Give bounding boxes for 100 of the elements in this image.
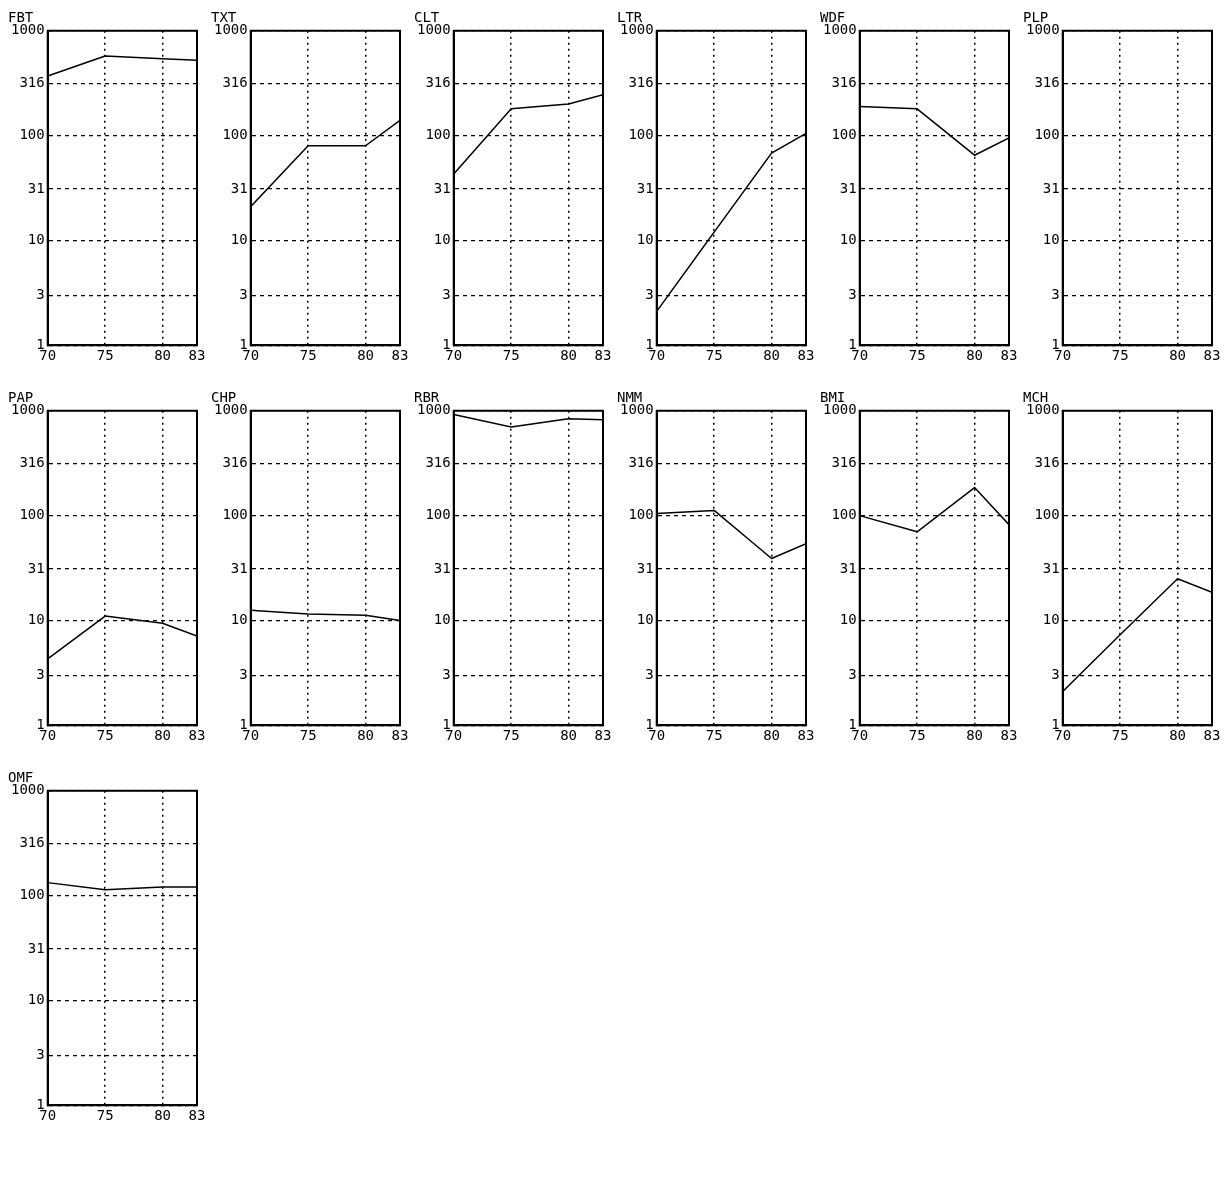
- y-tick-label: 10: [27, 231, 45, 248]
- x-tick-label: 70: [39, 1107, 57, 1124]
- y-tick-label: 31: [1042, 559, 1060, 576]
- x-tick-label: 83: [188, 347, 206, 364]
- y-tick-label: 1000: [823, 21, 857, 38]
- y-tick-label: 31: [230, 559, 248, 576]
- x-tick-label: 80: [763, 347, 780, 364]
- y-tick-label: 1000: [620, 21, 654, 38]
- y-tick-label: 100: [19, 506, 45, 523]
- x-tick-label: 75: [299, 347, 317, 364]
- y-tick-label: 3: [36, 665, 45, 682]
- y-tick-label: 3: [848, 285, 857, 302]
- x-tick-label: 75: [1111, 347, 1129, 364]
- x-tick-label: 83: [797, 347, 815, 364]
- y-tick-label: 10: [636, 611, 654, 628]
- y-tick-label: 1000: [1026, 21, 1060, 38]
- x-tick-label: 75: [96, 727, 114, 744]
- x-tick-label: 70: [648, 727, 666, 744]
- y-tick-label: 316: [19, 453, 45, 470]
- x-tick-label: 80: [763, 727, 780, 744]
- x-tick-label: 75: [908, 727, 926, 744]
- x-tick-label: 83: [391, 727, 409, 744]
- y-tick-label: 1000: [823, 401, 857, 418]
- x-tick-label: 80: [154, 727, 171, 744]
- x-tick-label: 80: [966, 347, 983, 364]
- y-tick-label: 316: [222, 453, 248, 470]
- y-tick-label: 1000: [417, 21, 451, 38]
- x-tick-label: 70: [39, 347, 57, 364]
- y-tick-label: 10: [636, 231, 654, 248]
- x-tick-label: 83: [594, 727, 612, 744]
- y-tick-label: 316: [1034, 73, 1060, 90]
- y-tick-label: 316: [628, 73, 654, 90]
- y-tick-label: 100: [222, 126, 248, 143]
- y-tick-label: 3: [36, 285, 45, 302]
- x-tick-label: 80: [966, 727, 983, 744]
- y-tick-label: 3: [645, 285, 654, 302]
- x-tick-label: 70: [242, 347, 260, 364]
- y-tick-label: 1000: [11, 401, 45, 418]
- y-tick-label: 316: [19, 833, 45, 850]
- y-tick-label: 100: [628, 126, 654, 143]
- x-tick-label: 70: [648, 347, 666, 364]
- x-tick-label: 70: [242, 727, 260, 744]
- y-tick-label: 31: [1042, 179, 1060, 196]
- y-tick-label: 100: [628, 506, 654, 523]
- x-tick-label: 83: [1203, 727, 1221, 744]
- y-tick-label: 3: [1051, 665, 1060, 682]
- y-tick-label: 3: [848, 665, 857, 682]
- x-tick-label: 75: [96, 347, 114, 364]
- y-tick-label: 316: [425, 73, 451, 90]
- y-tick-label: 10: [839, 611, 857, 628]
- y-tick-label: 3: [442, 665, 451, 682]
- y-tick-label: 3: [1051, 285, 1060, 302]
- y-tick-label: 1000: [214, 401, 248, 418]
- y-tick-label: 10: [1042, 611, 1060, 628]
- y-tick-label: 1000: [620, 401, 654, 418]
- x-tick-label: 70: [39, 727, 57, 744]
- y-tick-label: 10: [839, 231, 857, 248]
- x-tick-label: 70: [1054, 727, 1072, 744]
- y-tick-label: 10: [27, 611, 45, 628]
- x-tick-label: 80: [154, 1107, 171, 1124]
- y-tick-label: 31: [636, 559, 654, 576]
- x-tick-label: 75: [705, 347, 723, 364]
- x-tick-label: 83: [1203, 347, 1221, 364]
- x-tick-label: 83: [391, 347, 409, 364]
- x-tick-label: 75: [502, 727, 520, 744]
- x-tick-label: 83: [188, 1107, 206, 1124]
- y-tick-label: 31: [839, 559, 857, 576]
- x-tick-label: 75: [96, 1107, 114, 1124]
- y-tick-label: 31: [27, 939, 45, 956]
- x-tick-label: 75: [908, 347, 926, 364]
- y-tick-label: 1000: [11, 21, 45, 38]
- x-tick-label: 80: [154, 347, 171, 364]
- y-tick-label: 10: [433, 611, 451, 628]
- x-tick-label: 75: [299, 727, 317, 744]
- y-tick-label: 10: [1042, 231, 1060, 248]
- y-tick-label: 10: [27, 991, 45, 1008]
- y-tick-label: 31: [636, 179, 654, 196]
- y-tick-label: 100: [1034, 506, 1060, 523]
- y-tick-label: 1000: [214, 21, 248, 38]
- x-tick-label: 80: [357, 347, 374, 364]
- y-tick-label: 100: [831, 126, 857, 143]
- y-tick-label: 1000: [417, 401, 451, 418]
- y-tick-label: 316: [425, 453, 451, 470]
- y-tick-label: 316: [831, 73, 857, 90]
- y-tick-label: 31: [27, 179, 45, 196]
- y-tick-label: 10: [230, 611, 248, 628]
- x-tick-label: 75: [1111, 727, 1129, 744]
- y-tick-label: 100: [19, 126, 45, 143]
- x-tick-label: 75: [502, 347, 520, 364]
- y-tick-label: 3: [36, 1045, 45, 1062]
- y-tick-label: 31: [839, 179, 857, 196]
- y-tick-label: 316: [628, 453, 654, 470]
- x-tick-label: 80: [357, 727, 374, 744]
- y-tick-label: 100: [222, 506, 248, 523]
- x-tick-label: 83: [797, 727, 815, 744]
- x-tick-label: 70: [445, 727, 463, 744]
- y-tick-label: 316: [831, 453, 857, 470]
- x-tick-label: 83: [188, 727, 206, 744]
- y-tick-label: 316: [19, 73, 45, 90]
- y-tick-label: 3: [645, 665, 654, 682]
